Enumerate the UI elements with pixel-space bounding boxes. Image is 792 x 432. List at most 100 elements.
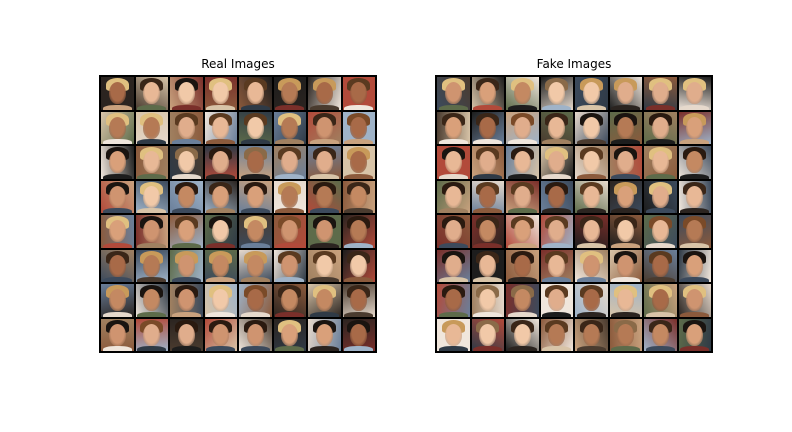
face-shape (686, 151, 704, 174)
face-shape (315, 185, 333, 208)
shoulders-shape (275, 208, 305, 213)
fake-image-thumbnail (437, 215, 470, 248)
shoulders-shape (645, 139, 675, 144)
fake-image-thumbnail (540, 318, 573, 351)
face-shape (212, 220, 230, 243)
face-shape (548, 254, 566, 277)
face-shape (246, 82, 264, 105)
shoulders-shape (645, 277, 675, 282)
shoulders-shape (309, 139, 339, 144)
face-shape (617, 151, 635, 174)
face-shape (444, 323, 462, 346)
face-shape (548, 116, 566, 139)
shoulders-shape (344, 173, 374, 179)
shoulders-shape (344, 242, 374, 248)
face-shape (315, 220, 333, 243)
shoulders-shape (438, 346, 468, 351)
shoulders-shape (309, 208, 339, 213)
face-shape (350, 220, 368, 243)
shoulders-shape (507, 346, 537, 351)
shoulders-shape (542, 311, 572, 317)
fake-image-thumbnail (644, 180, 677, 213)
face-shape (686, 323, 704, 346)
face-shape (350, 185, 368, 208)
face-shape (281, 116, 299, 139)
face-shape (315, 151, 333, 174)
fake-image-thumbnail (471, 249, 504, 282)
face-shape (315, 254, 333, 277)
real-image-thumbnail (342, 77, 375, 110)
face-shape (177, 220, 195, 243)
fake-image-thumbnail (540, 180, 573, 213)
shoulders-shape (137, 208, 167, 213)
face-shape (479, 82, 497, 105)
real-image-thumbnail (239, 318, 272, 351)
face-shape (177, 254, 195, 277)
shoulders-shape (206, 173, 236, 179)
shoulders-shape (275, 104, 305, 110)
real-image-thumbnail (273, 111, 306, 144)
shoulders-shape (576, 242, 606, 248)
shoulders-shape (240, 311, 270, 317)
fake-image-thumbnail (575, 180, 608, 213)
shoulders-shape (240, 104, 270, 110)
shoulders-shape (240, 208, 270, 213)
real-image-thumbnail (308, 215, 341, 248)
shoulders-shape (275, 311, 305, 317)
shoulders-shape (611, 311, 641, 317)
shoulders-shape (576, 346, 606, 351)
face-shape (143, 185, 161, 208)
face-shape (108, 82, 126, 105)
face-shape (246, 323, 264, 346)
face-shape (246, 289, 264, 312)
fake-image-thumbnail (506, 215, 539, 248)
face-shape (617, 289, 635, 312)
fake-image-thumbnail (609, 146, 642, 179)
fake-image-thumbnail (644, 146, 677, 179)
face-shape (444, 185, 462, 208)
face-shape (686, 220, 704, 243)
face-shape (548, 185, 566, 208)
shoulders-shape (171, 208, 201, 213)
shoulders-shape (275, 242, 305, 248)
face-shape (582, 151, 600, 174)
face-shape (582, 254, 600, 277)
shoulders-shape (542, 277, 572, 282)
real-image-thumbnail (101, 249, 134, 282)
face-shape (108, 185, 126, 208)
shoulders-shape (680, 173, 710, 179)
fake-image-thumbnail (678, 215, 711, 248)
shoulders-shape (137, 242, 167, 248)
face-shape (281, 289, 299, 312)
face-shape (143, 323, 161, 346)
shoulders-shape (680, 277, 710, 282)
face-shape (315, 116, 333, 139)
shoulders-shape (680, 242, 710, 248)
real-image-thumbnail (135, 284, 168, 317)
face-shape (246, 116, 264, 139)
face-shape (108, 220, 126, 243)
real-image-thumbnail (101, 318, 134, 351)
shoulders-shape (102, 346, 132, 351)
shoulders-shape (611, 208, 641, 213)
real-image-thumbnail (342, 146, 375, 179)
face-shape (350, 323, 368, 346)
face-shape (479, 185, 497, 208)
fake-image-thumbnail (437, 318, 470, 351)
face-shape (617, 185, 635, 208)
real-image-thumbnail (170, 215, 203, 248)
face-shape (143, 220, 161, 243)
fake-image-thumbnail (471, 215, 504, 248)
shoulders-shape (645, 311, 675, 317)
face-shape (444, 82, 462, 105)
shoulders-shape (680, 311, 710, 317)
face-shape (444, 151, 462, 174)
face-shape (444, 254, 462, 277)
shoulders-shape (645, 242, 675, 248)
fake-image-thumbnail (471, 284, 504, 317)
shoulders-shape (542, 139, 572, 144)
real-image-thumbnail (101, 215, 134, 248)
shoulders-shape (542, 242, 572, 248)
shoulders-shape (309, 104, 339, 110)
shoulders-shape (576, 277, 606, 282)
